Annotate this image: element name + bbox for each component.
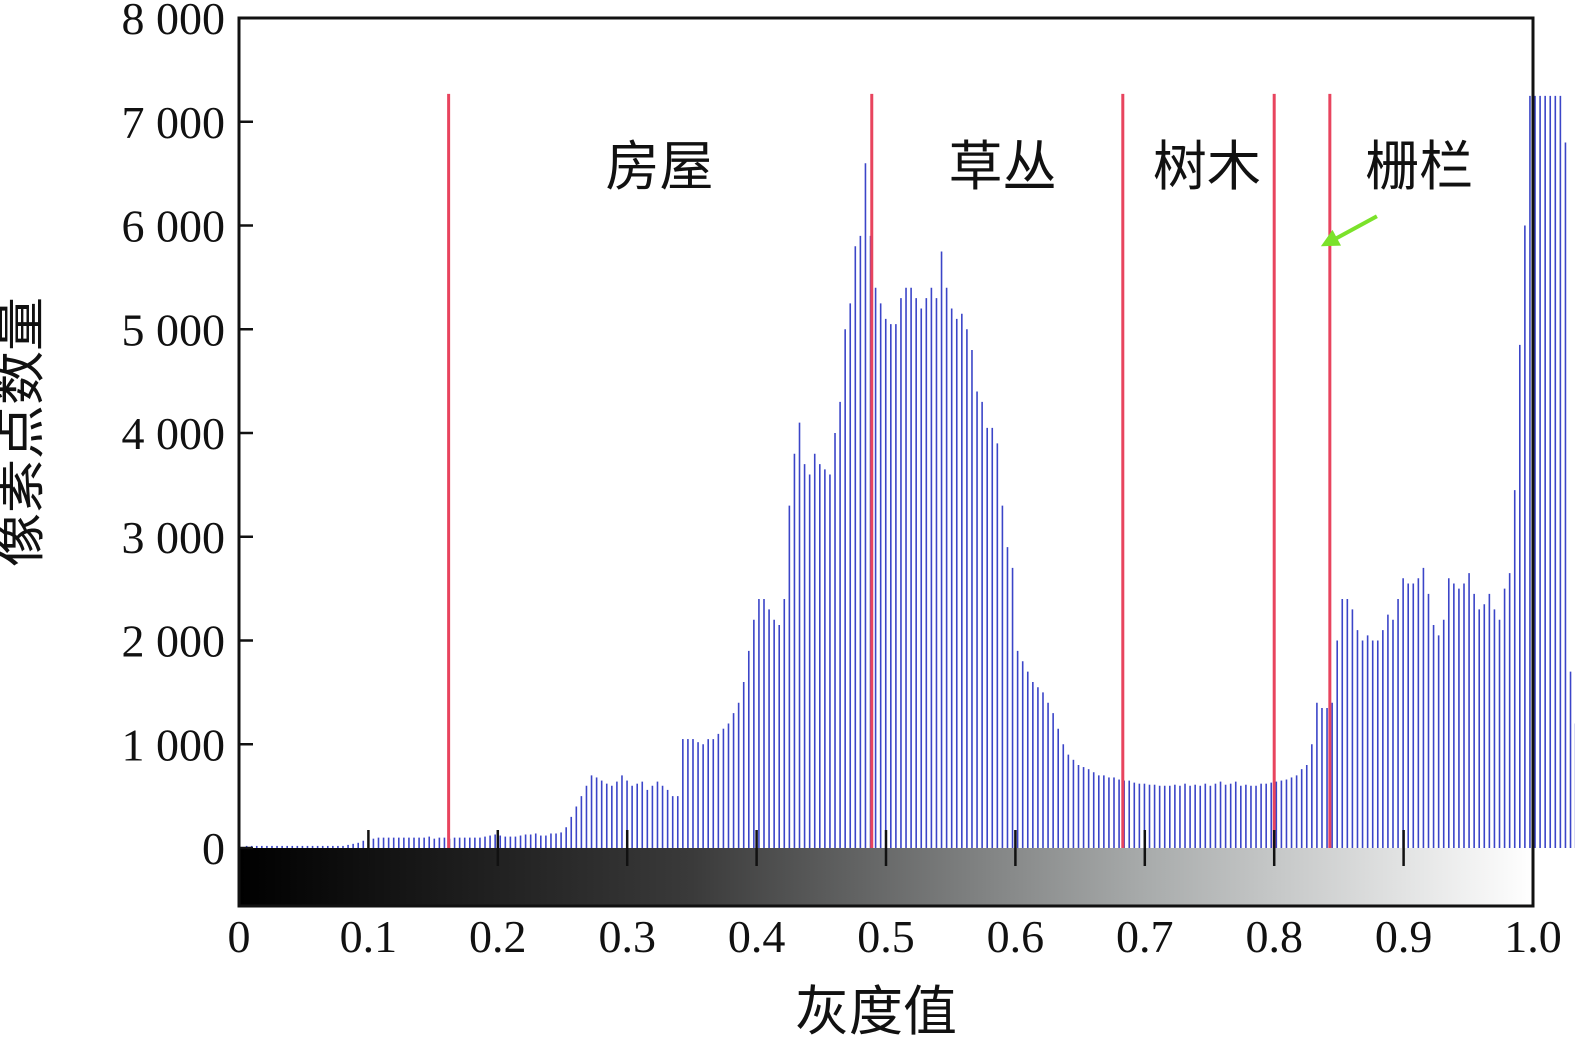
x-tick-label: 0.4 [728,911,786,962]
y-tick-label: 6 000 [122,201,226,252]
annotation-arrow [1320,214,1378,247]
x-tick-label: 0.6 [987,911,1045,962]
region-label: 房屋 [606,135,714,198]
x-tick-label: 0.9 [1375,911,1433,962]
region-label: 树木 [1153,135,1261,198]
plot-frame [237,16,1535,908]
histogram-bars [245,95,1575,848]
y-tick-label: 1 000 [122,719,226,770]
x-tick-label: 1.0 [1504,911,1562,962]
x-tick-label: 0.1 [340,911,398,962]
x-tick-label: 0.7 [1116,911,1174,962]
arrow-shaft [1329,214,1378,244]
y-tick-label: 4 000 [122,408,226,459]
region-label: 栅栏 [1365,135,1473,198]
x-tick-label: 0.5 [857,911,915,962]
y-tick-label: 3 000 [122,512,226,563]
x-axis-ticks: 0 0.1 0.2 0.3 0.4 0.5 0.6 0.7 0.8 0.9 1.0 [228,911,1562,962]
y-tick-label: 0 [202,823,225,874]
y-tick-label: 8 000 [122,0,226,44]
x-tick-label: 0.8 [1245,911,1303,962]
y-tick-label: 7 000 [122,97,226,148]
y-axis-ticks: 0 1 000 2 000 3 000 4 000 5 000 6 000 7 000 8 00… [122,0,253,874]
threshold-lines [447,93,1332,848]
y-tick-label: 5 000 [122,304,226,355]
y-axis-title: 像素点数量 [0,297,51,567]
x-tick-label: 0.2 [469,911,527,962]
x-tick-label: 0 [228,911,251,962]
y-tick-label: 2 000 [122,616,226,667]
region-labels: 房屋 草丛 树木 栅栏 [606,135,1474,198]
region-label: 草丛 [948,135,1056,198]
x-axis-title: 灰度值 [795,980,957,1043]
x-tick-label: 0.3 [598,911,656,962]
arrow-head [1320,229,1342,247]
